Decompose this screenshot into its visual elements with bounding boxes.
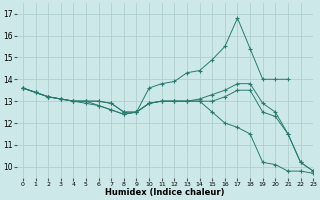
X-axis label: Humidex (Indice chaleur): Humidex (Indice chaleur) <box>105 188 225 197</box>
